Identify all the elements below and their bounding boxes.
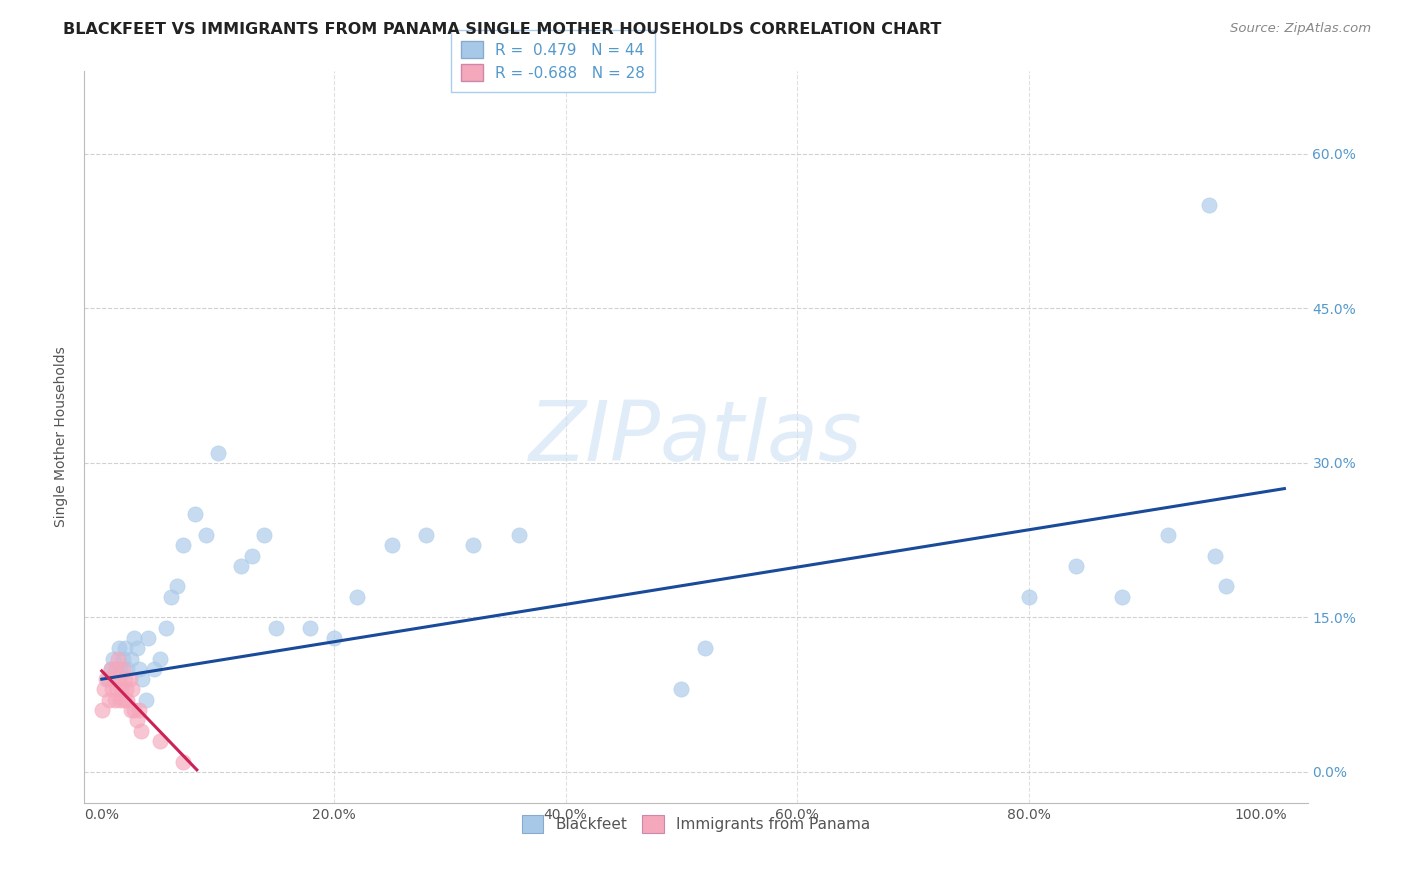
Point: [131, 672, 153, 686]
Point: [103, 693, 125, 707]
Point: [183, 508, 205, 522]
Point: [96, 672, 118, 686]
Point: [120, 703, 142, 717]
Point: [1111, 590, 1133, 604]
Point: [264, 621, 287, 635]
Point: [1204, 549, 1226, 563]
Point: [103, 672, 125, 686]
Point: [207, 445, 229, 459]
Point: [110, 682, 132, 697]
Point: [415, 528, 437, 542]
Point: [111, 662, 134, 676]
Point: [195, 528, 218, 542]
Point: [172, 538, 194, 552]
Point: [508, 528, 530, 542]
Point: [129, 723, 152, 738]
Point: [97, 693, 120, 707]
Point: [128, 703, 150, 717]
Point: [122, 631, 145, 645]
Point: [104, 662, 127, 676]
Point: [117, 662, 139, 676]
Point: [172, 755, 194, 769]
Point: [381, 538, 404, 552]
Point: [149, 734, 172, 748]
Point: [160, 590, 183, 604]
Y-axis label: Single Mother Households: Single Mother Households: [55, 347, 69, 527]
Point: [115, 682, 138, 697]
Point: [100, 662, 122, 676]
Point: [122, 703, 145, 717]
Point: [105, 682, 128, 697]
Point: [299, 621, 322, 635]
Point: [93, 682, 115, 697]
Point: [90, 703, 112, 717]
Point: [125, 641, 148, 656]
Point: [110, 693, 132, 707]
Point: [114, 672, 136, 686]
Text: BLACKFEET VS IMMIGRANTS FROM PANAMA SINGLE MOTHER HOUSEHOLDS CORRELATION CHART: BLACKFEET VS IMMIGRANTS FROM PANAMA SING…: [63, 22, 942, 37]
Point: [108, 672, 131, 686]
Point: [1018, 590, 1040, 604]
Text: Source: ZipAtlas.com: Source: ZipAtlas.com: [1230, 22, 1371, 36]
Point: [121, 682, 143, 697]
Point: [1157, 528, 1180, 542]
Point: [242, 549, 264, 563]
Point: [166, 579, 188, 593]
Point: [101, 682, 124, 697]
Point: [1215, 579, 1237, 593]
Point: [1198, 198, 1220, 212]
Point: [118, 672, 141, 686]
Point: [117, 693, 139, 707]
Point: [671, 682, 693, 697]
Point: [128, 662, 150, 676]
Point: [110, 662, 132, 676]
Text: ZIPatlas: ZIPatlas: [529, 397, 863, 477]
Point: [120, 651, 142, 665]
Point: [96, 672, 118, 686]
Point: [136, 631, 159, 645]
Point: [149, 651, 172, 665]
Point: [114, 641, 136, 656]
Point: [229, 558, 252, 573]
Legend: Blackfeet, Immigrants from Panama: Blackfeet, Immigrants from Panama: [516, 809, 876, 839]
Point: [103, 651, 125, 665]
Point: [693, 641, 716, 656]
Point: [142, 662, 165, 676]
Point: [346, 590, 368, 604]
Point: [135, 693, 157, 707]
Point: [108, 641, 131, 656]
Point: [111, 651, 134, 665]
Point: [1064, 558, 1087, 573]
Point: [104, 662, 127, 676]
Point: [155, 621, 177, 635]
Point: [125, 714, 148, 728]
Point: [253, 528, 276, 542]
Point: [112, 693, 135, 707]
Point: [461, 538, 484, 552]
Point: [100, 662, 122, 676]
Point: [107, 651, 129, 665]
Point: [322, 631, 344, 645]
